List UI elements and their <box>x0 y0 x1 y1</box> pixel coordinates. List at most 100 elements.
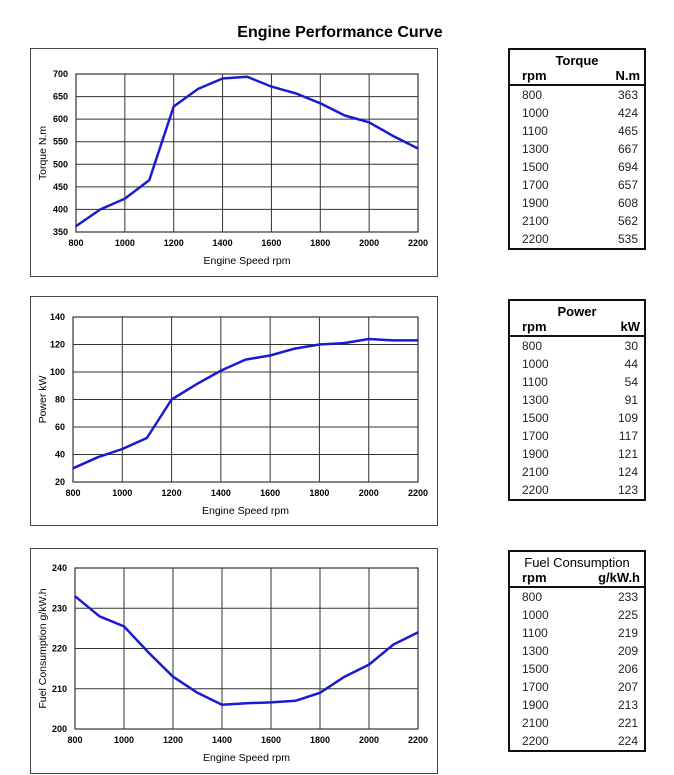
fuel-consumption-table: Fuel Consumption rpm g/kW.h 800 233 1000 225 11… <box>508 550 646 752</box>
column-header-value: g/kW.h <box>598 570 640 585</box>
rpm-cell: 1500 <box>522 662 549 676</box>
x-tick-label: 1200 <box>162 488 182 498</box>
y-tick-label: 700 <box>53 69 68 79</box>
data-point <box>170 398 173 401</box>
chart-svg: 800 1000 1200 1400 1600 1800 2000 2200 350 400 450… <box>37 69 428 267</box>
table-row: 1300 667 <box>510 140 644 158</box>
table-row: 1700 657 <box>510 176 644 194</box>
y-tick-label: 350 <box>53 227 68 237</box>
data-point <box>197 88 199 90</box>
data-point <box>343 675 346 678</box>
table-row: 1900 608 <box>510 194 644 212</box>
table-title: Torque <box>555 53 599 68</box>
y-tick-label: 60 <box>55 422 65 432</box>
data-point <box>124 197 126 200</box>
data-point <box>295 92 297 95</box>
value-cell: 535 <box>617 232 638 246</box>
value-cell: 30 <box>624 339 638 353</box>
rpm-cell: 1900 <box>522 698 549 712</box>
data-line <box>72 337 418 470</box>
power-table: Power rpm kW 800 30 1000 44 1100 54 1300 91 1500 109… <box>508 299 646 501</box>
y-tick-label: 120 <box>50 340 65 350</box>
data-point <box>270 85 273 88</box>
table-row: 2200 224 <box>510 732 644 750</box>
data-point <box>195 383 198 386</box>
y-tick-label: 240 <box>52 563 67 573</box>
data-point <box>146 437 148 439</box>
data-point <box>74 595 76 597</box>
table-header: Power rpm kW <box>510 301 644 337</box>
value-cell: 363 <box>617 88 638 102</box>
data-point <box>121 448 124 450</box>
rpm-cell: 800 <box>522 590 543 604</box>
rpm-cell: 1100 <box>522 375 548 389</box>
column-header-rpm: rpm <box>522 570 547 585</box>
x-tick-label: 1400 <box>213 238 233 248</box>
data-point <box>319 102 322 105</box>
x-tick-label: 1400 <box>212 735 232 745</box>
table-row: 1100 465 <box>510 122 644 140</box>
rpm-cell: 2200 <box>522 734 549 748</box>
x-axis-label: Engine Speed rpm <box>202 505 289 517</box>
data-point <box>294 700 297 702</box>
table-row: 1500 206 <box>510 660 644 678</box>
table-row: 2100 221 <box>510 714 644 732</box>
x-axis-label: Engine Speed rpm <box>204 255 291 267</box>
table-row: 1000 424 <box>510 104 644 122</box>
table-row: 1100 219 <box>510 624 644 642</box>
x-tick-label: 2000 <box>359 238 379 248</box>
data-point <box>417 631 419 634</box>
y-tick-label: 400 <box>53 204 68 214</box>
y-axis-label: Fuel Consumption g/kW.h <box>37 588 49 708</box>
x-tick-label: 800 <box>68 238 83 248</box>
data-point <box>269 354 271 357</box>
data-point <box>220 369 222 372</box>
rpm-cell: 1700 <box>522 178 549 192</box>
y-tick-label: 550 <box>53 137 68 147</box>
value-cell: 221 <box>617 716 638 730</box>
rpm-cell: 1100 <box>522 124 548 138</box>
rpm-cell: 1500 <box>522 160 549 174</box>
column-header-rpm: rpm <box>522 319 547 334</box>
x-tick-label: 2000 <box>359 488 379 498</box>
page-title: Engine Performance Curve <box>237 24 443 41</box>
torque-table: Torque rpm N.m 800 363 1000 424 1100 465 1300 667 1… <box>508 48 646 250</box>
data-point <box>99 208 102 211</box>
y-tick-label: 20 <box>55 477 65 487</box>
data-point <box>244 358 247 361</box>
data-point <box>270 701 272 704</box>
value-cell: 44 <box>624 357 638 371</box>
data-point <box>392 643 395 646</box>
rpm-cell: 2100 <box>522 214 549 228</box>
value-cell: 424 <box>617 106 638 120</box>
rpm-cell: 1300 <box>522 142 549 156</box>
value-cell: 694 <box>617 160 638 174</box>
power-chart: 800 1000 1200 1400 1600 1800 2000 2200 20 40 60 80 1… <box>30 296 438 526</box>
value-cell: 657 <box>617 178 638 192</box>
data-point <box>368 121 370 124</box>
chart-svg: 800 1000 1200 1400 1600 1800 2000 2200 200 210 220… <box>37 563 428 764</box>
value-cell: 465 <box>617 124 638 138</box>
x-tick-label: 1200 <box>164 238 184 248</box>
table-row: 800 233 <box>510 588 644 606</box>
data-point <box>246 75 248 78</box>
x-tick-label: 2200 <box>408 735 428 745</box>
value-cell: 124 <box>617 465 638 479</box>
rpm-cell: 1100 <box>522 626 548 640</box>
torque-chart: 800 1000 1200 1400 1600 1800 2000 2200 350 400 450… <box>30 48 438 277</box>
x-tick-label: 1600 <box>260 488 280 498</box>
data-point <box>148 179 151 181</box>
y-tick-label: 210 <box>52 684 67 694</box>
y-tick-label: 100 <box>50 367 65 377</box>
rpm-cell: 800 <box>522 339 543 353</box>
data-point <box>293 347 296 350</box>
x-tick-label: 1800 <box>310 735 330 745</box>
data-point <box>123 625 125 628</box>
rpm-cell: 1500 <box>522 411 549 425</box>
x-tick-label: 1000 <box>114 735 134 745</box>
value-cell: 109 <box>617 411 638 425</box>
plot-frame <box>75 73 419 233</box>
data-point <box>343 114 346 117</box>
y-tick-label: 230 <box>52 603 67 613</box>
data-point <box>392 135 395 138</box>
